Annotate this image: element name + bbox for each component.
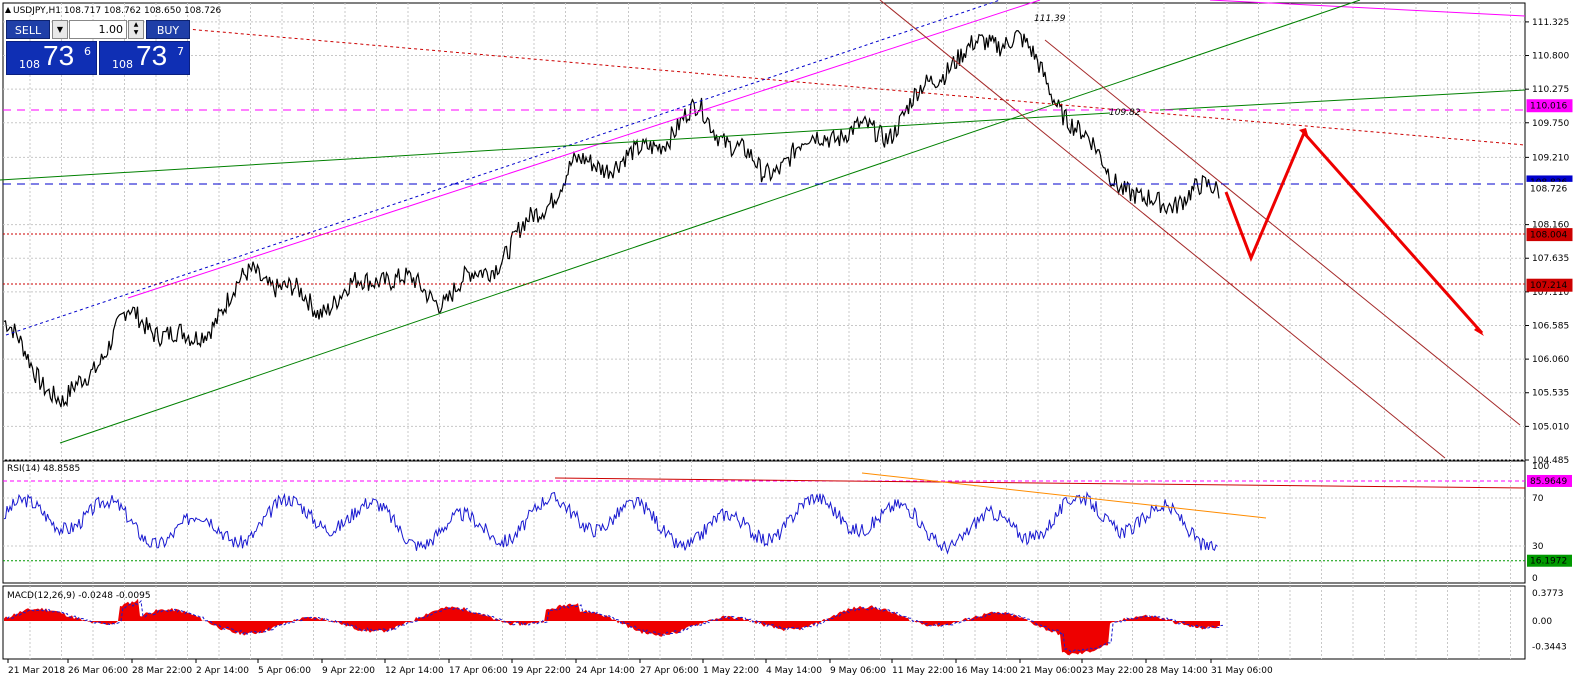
price-pane[interactable] — [2, 2, 1526, 461]
rsi-series — [3, 491, 1218, 555]
magenta-resistance-line[interactable] — [1209, 0, 1526, 17]
price-tick-label: 110.800 — [1532, 52, 1569, 62]
time-axis-label: 12 Apr 14:00 — [385, 666, 444, 676]
sell-price-box[interactable]: 108 73 6 — [6, 40, 97, 75]
price-tick-label: 111.325 — [1532, 18, 1569, 28]
red-dotted-trend-line[interactable] — [174, 27, 1526, 146]
price-tick-label: 109.210 — [1532, 153, 1569, 163]
time-axis-label: 11 May 22:00 — [892, 666, 954, 676]
buy-button[interactable]: BUY — [146, 20, 190, 39]
price-label: 108.004 — [1530, 231, 1567, 241]
buy-price-sup: 7 — [177, 45, 184, 58]
buy-price-box[interactable]: 108 73 7 — [99, 40, 190, 75]
price-label-bg — [1526, 181, 1573, 195]
time-axis-label: 27 Apr 06:00 — [640, 666, 699, 676]
price-tick-label: 110.275 — [1532, 85, 1569, 95]
time-axis-label: 16 May 14:00 — [956, 666, 1018, 676]
price-label: 110.016 — [1530, 102, 1567, 112]
macd-histogram — [4, 598, 1220, 656]
time-axis-label: 4 May 14:00 — [766, 666, 822, 676]
macd-axis-label: -0.3443 — [1532, 643, 1567, 653]
blue-channel-line[interactable] — [5, 0, 1001, 336]
rsi-red-trend-line[interactable] — [554, 477, 1526, 489]
rsi-orange-trend-line[interactable] — [861, 472, 1267, 519]
time-axis-label: 26 Mar 06:00 — [68, 666, 128, 676]
caret-up-icon — [5, 7, 11, 13]
arrow-head-icon — [1299, 128, 1309, 139]
high-annotation: 111.39 — [1034, 14, 1066, 24]
price-tick-label: 107.635 — [1532, 254, 1569, 264]
macd-signal-line — [6, 599, 1224, 653]
price-tick-label: 105.535 — [1532, 389, 1569, 399]
price-label: 108.726 — [1530, 184, 1567, 194]
time-axis-label: 17 Apr 06:00 — [449, 666, 508, 676]
sell-button[interactable]: SELL — [6, 20, 50, 39]
time-axis-label: 5 Apr 06:00 — [258, 666, 311, 676]
lot-stepper[interactable]: ▲ ▼ — [128, 20, 144, 39]
brown-channel-line-1[interactable] — [879, 0, 1446, 459]
price-tick-label: 108.160 — [1532, 221, 1569, 231]
rsi-axis-label: 30 — [1532, 542, 1544, 552]
grid — [3, 3, 1525, 659]
macd-title: MACD(12,26,9) -0.0248 -0.0095 — [7, 591, 151, 601]
macd-axis-label: 0.3773 — [1532, 589, 1564, 599]
one-click-trading-panel: SELL ▼ ▲▼ BUY 108 73 6 108 73 7 — [6, 20, 190, 76]
sell-price-sup: 6 — [84, 45, 91, 58]
lot-size-input[interactable] — [69, 20, 127, 39]
time-axis-label: 31 May 06:00 — [1211, 666, 1273, 676]
price-tick-label: 106.585 — [1532, 321, 1569, 331]
sell-price-small: 108 — [19, 58, 40, 71]
lot-dropdown-icon[interactable]: ▼ — [52, 20, 68, 39]
rsi-label-bg — [1527, 474, 1572, 487]
arrow-head-icon — [1474, 326, 1484, 336]
price-tick-label: 107.110 — [1532, 288, 1569, 298]
brown-channel-line-2[interactable] — [1044, 39, 1521, 426]
mid-annotation: 109.82 — [1109, 108, 1141, 118]
time-axis-label: 9 May 06:00 — [830, 666, 886, 676]
forecast-path — [1224, 130, 1484, 334]
price-tick-label: 105.010 — [1532, 422, 1569, 432]
rsi-label: 85.9649 — [1530, 477, 1567, 487]
rsi-pane[interactable] — [2, 460, 1526, 584]
rsi-label-bg — [1527, 554, 1572, 567]
buy-price-big: 73 — [136, 40, 168, 71]
time-axis-label: 23 May 22:00 — [1082, 666, 1144, 676]
time-axis-label: 1 May 22:00 — [703, 666, 759, 676]
rsi-title: RSI(14) 48.8585 — [7, 464, 80, 474]
symbol-info: USDJPY,H1 108.717 108.762 108.650 108.72… — [13, 6, 222, 16]
rsi-axis-label: 0 — [1532, 574, 1538, 584]
chevron-up-icon[interactable]: ▲ — [133, 21, 139, 28]
time-axis-label: 21 Mar 2018 — [8, 666, 65, 676]
price-label-bg — [1526, 278, 1573, 292]
price-series — [3, 29, 1220, 408]
time-axis-label: 28 May 14:00 — [1146, 666, 1208, 676]
time-axis-label: 19 Apr 22:00 — [512, 666, 571, 676]
price-tick-label: 104.485 — [1532, 456, 1569, 466]
chevron-down-icon[interactable]: ▼ — [133, 29, 139, 36]
price-label-bg — [1526, 228, 1573, 242]
magenta-channel-line[interactable] — [127, 0, 1041, 299]
time-axis-label: 21 May 06:00 — [1020, 666, 1082, 676]
price-label: 107.214 — [1530, 281, 1567, 291]
macd-axis-label: 0.00 — [1532, 617, 1552, 627]
green-trend-line[interactable] — [0, 112, 1111, 181]
green-support-line[interactable] — [59, 0, 1361, 444]
sell-price-big: 73 — [43, 40, 75, 71]
price-tick-label: 109.750 — [1532, 119, 1569, 129]
price-label-bg — [1526, 99, 1573, 113]
time-axis-label: 2 Apr 14:00 — [196, 666, 249, 676]
rsi-label: 16.1972 — [1530, 557, 1567, 567]
time-axis-label: 28 Mar 22:00 — [132, 666, 192, 676]
time-axis-label: 9 Apr 22:00 — [322, 666, 375, 676]
rsi-axis-label: 70 — [1532, 494, 1544, 504]
time-axis-label: 24 Apr 14:00 — [576, 666, 635, 676]
price-tick-label: 106.060 — [1532, 355, 1569, 365]
rsi-axis-label: 100 — [1532, 462, 1549, 472]
green-upper-line[interactable] — [1159, 89, 1526, 111]
buy-price-small: 108 — [112, 58, 133, 71]
